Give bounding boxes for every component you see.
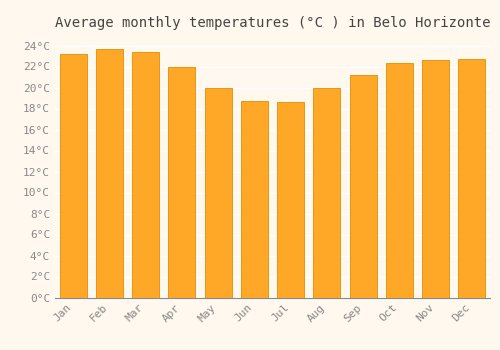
Bar	[241, 101, 268, 297]
Bar	[386, 63, 413, 298]
Bar	[314, 88, 340, 298]
Title: Average monthly temperatures (°C ) in Belo Horizonte: Average monthly temperatures (°C ) in Be…	[55, 16, 490, 30]
Bar	[168, 66, 196, 298]
Bar	[96, 49, 123, 298]
Bar	[458, 59, 485, 298]
Bar	[277, 102, 304, 298]
Bar	[350, 75, 376, 298]
Bar	[422, 60, 449, 298]
Bar	[60, 54, 86, 298]
Bar	[204, 88, 232, 298]
Bar	[132, 52, 159, 298]
